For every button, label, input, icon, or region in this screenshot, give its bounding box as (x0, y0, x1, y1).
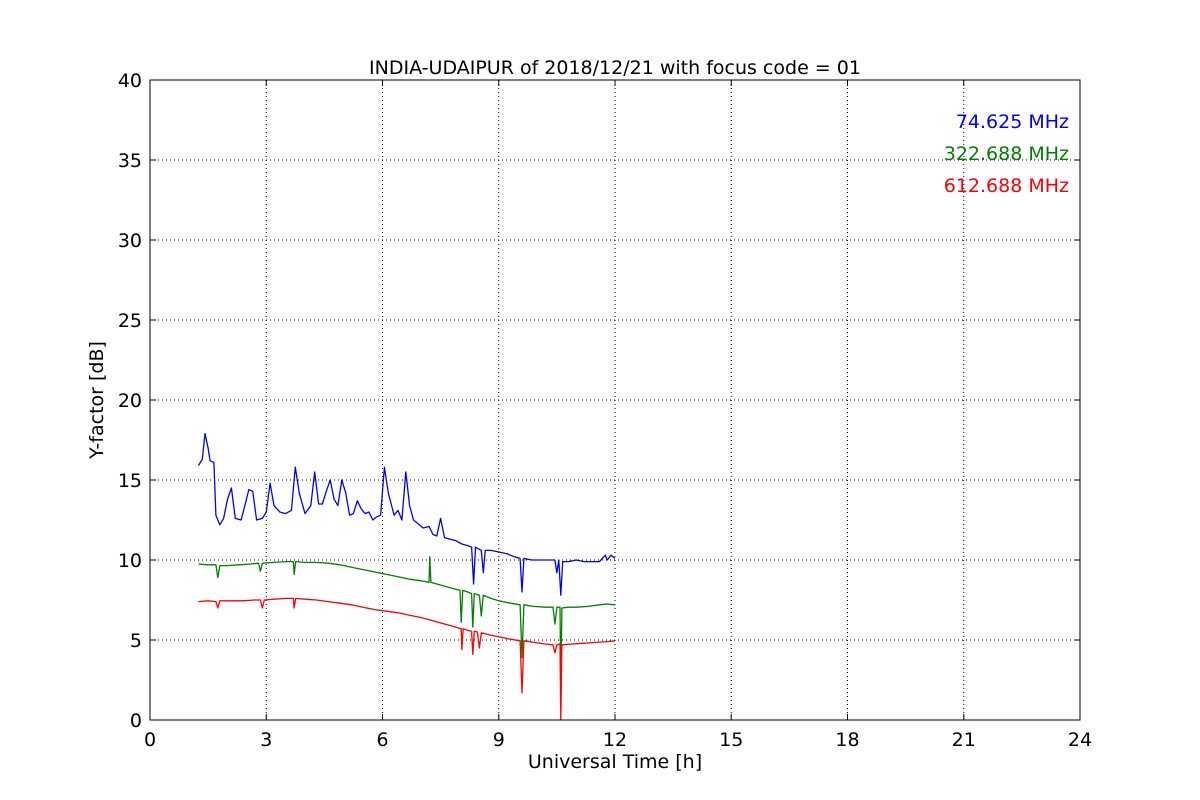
x-tick-label: 15 (719, 729, 743, 751)
grid (150, 80, 1080, 720)
y-tick-label: 40 (118, 70, 142, 92)
series-line-1 (197, 432, 616, 596)
x-tick-label: 6 (376, 729, 388, 751)
chart-title: INDIA-UDAIPUR of 2018/12/21 with focus c… (369, 57, 861, 79)
x-axis-title: Universal Time [h] (528, 751, 702, 773)
x-tick-label: 12 (603, 729, 627, 751)
series-line-3 (198, 597, 616, 721)
plot-area (197, 432, 616, 721)
x-tick-label: 24 (1068, 729, 1092, 751)
y-tick-label: 20 (118, 390, 142, 412)
legend-label-2: 322.688 MHz (944, 143, 1069, 165)
y-tick-label: 15 (118, 470, 142, 492)
x-tick-label: 9 (493, 729, 505, 751)
series-line-2 (198, 556, 616, 689)
legend-label-1: 74.625 MHz (956, 111, 1069, 133)
y-tick-label: 5 (130, 630, 142, 652)
y-axis-title: Y-factor [dB] (86, 341, 108, 460)
y-tick-label: 30 (118, 230, 142, 252)
y-tick-label: 0 (130, 710, 142, 732)
y-tick-label: 25 (118, 310, 142, 332)
axis-ticks: 0 3 6 9 12 15 18 21 24 0 5 10 15 20 25 30 35 40 (118, 70, 1092, 751)
x-tick-label: 3 (260, 729, 272, 751)
x-tick-label: 0 (144, 729, 156, 751)
y-tick-label: 35 (118, 150, 142, 172)
y-tick-label: 10 (118, 550, 142, 572)
legend: 74.625 MHz 322.688 MHz 612.688 MHz (944, 111, 1069, 197)
x-tick-label: 18 (835, 729, 859, 751)
x-tick-label: 21 (952, 729, 976, 751)
legend-label-3: 612.688 MHz (944, 175, 1069, 197)
